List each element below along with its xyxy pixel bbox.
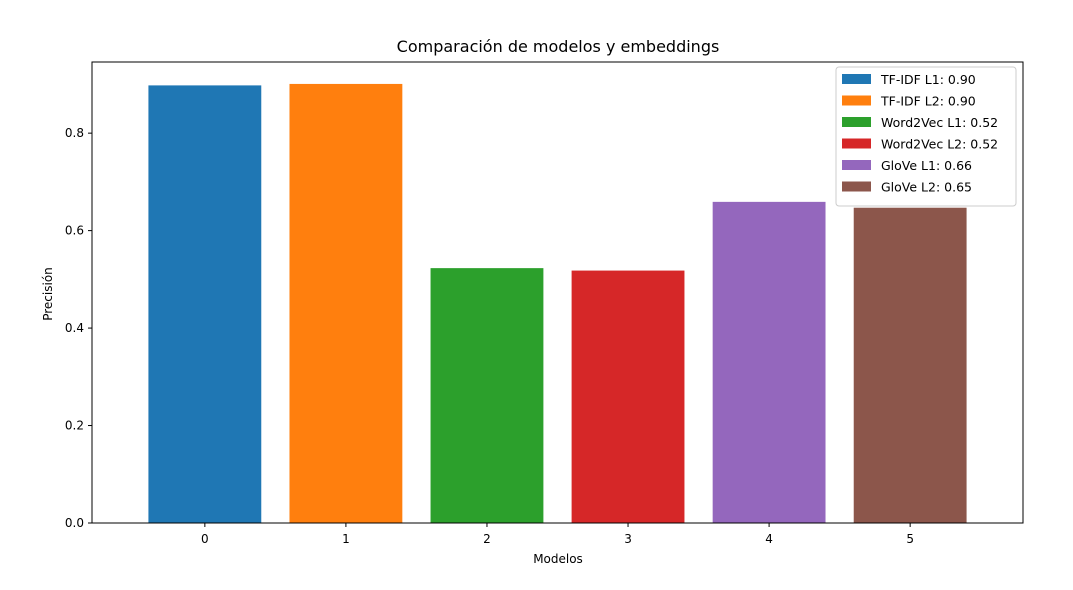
- legend-label-2: Word2Vec L1: 0.52: [881, 115, 998, 130]
- y-tick-label-4: 0.8: [65, 126, 84, 140]
- legend-swatch-2: [842, 117, 871, 127]
- y-tick-label-0: 0.0: [65, 516, 84, 530]
- y-tick-label-1: 0.2: [65, 419, 84, 433]
- x-tick-label-5: 5: [906, 532, 914, 546]
- x-tick-label-1: 1: [342, 532, 350, 546]
- x-tick-label-4: 4: [765, 532, 773, 546]
- bar-4: [712, 201, 826, 523]
- legend-swatch-4: [842, 160, 871, 170]
- x-tick-label-3: 3: [624, 532, 632, 546]
- bar-0: [148, 85, 262, 524]
- plot-frame: [91, 61, 1024, 524]
- x-tick-label-0: 0: [201, 532, 209, 546]
- legend-box: [835, 66, 1017, 207]
- y-tick-label-3: 0.6: [65, 224, 84, 238]
- bar-5: [853, 207, 967, 523]
- legend-label-0: TF-IDF L1: 0.90: [880, 72, 976, 87]
- bar-2: [430, 268, 544, 523]
- axes-layer: 0 1 2 3 4 5 0.0 0.2 0.4 0.6 0.8: [65, 126, 914, 546]
- legend-swatch-1: [842, 95, 871, 106]
- bar-3: [571, 270, 685, 523]
- bars-layer: [148, 83, 967, 524]
- legend-label-5: GloVe L2: 0.65: [881, 180, 972, 195]
- y-axis-title: Precisión: [41, 267, 55, 321]
- x-axis-title: Modelos: [533, 552, 583, 566]
- legend-label-4: GloVe L1: 0.66: [881, 158, 972, 173]
- legend-swatch-3: [842, 138, 871, 149]
- bar-1: [289, 83, 403, 524]
- legend-swatch-0: [842, 74, 871, 84]
- legend: TF-IDF L1: 0.90 TF-IDF L2: 0.90 Word2Vec L…: [835, 66, 1017, 207]
- legend-label-1: TF-IDF L2: 0.90: [880, 94, 976, 109]
- legend-label-3: Word2Vec L2: 0.52: [881, 137, 998, 152]
- chart-title: Comparación de modelos y embeddings: [397, 37, 720, 56]
- y-tick-label-2: 0.4: [65, 321, 84, 335]
- legend-swatch-5: [842, 181, 871, 192]
- x-tick-label-2: 2: [483, 532, 491, 546]
